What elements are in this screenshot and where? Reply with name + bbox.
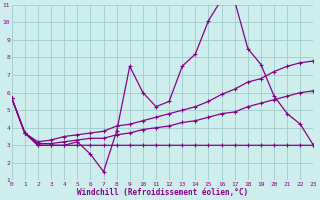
X-axis label: Windchill (Refroidissement éolien,°C): Windchill (Refroidissement éolien,°C): [77, 188, 248, 197]
